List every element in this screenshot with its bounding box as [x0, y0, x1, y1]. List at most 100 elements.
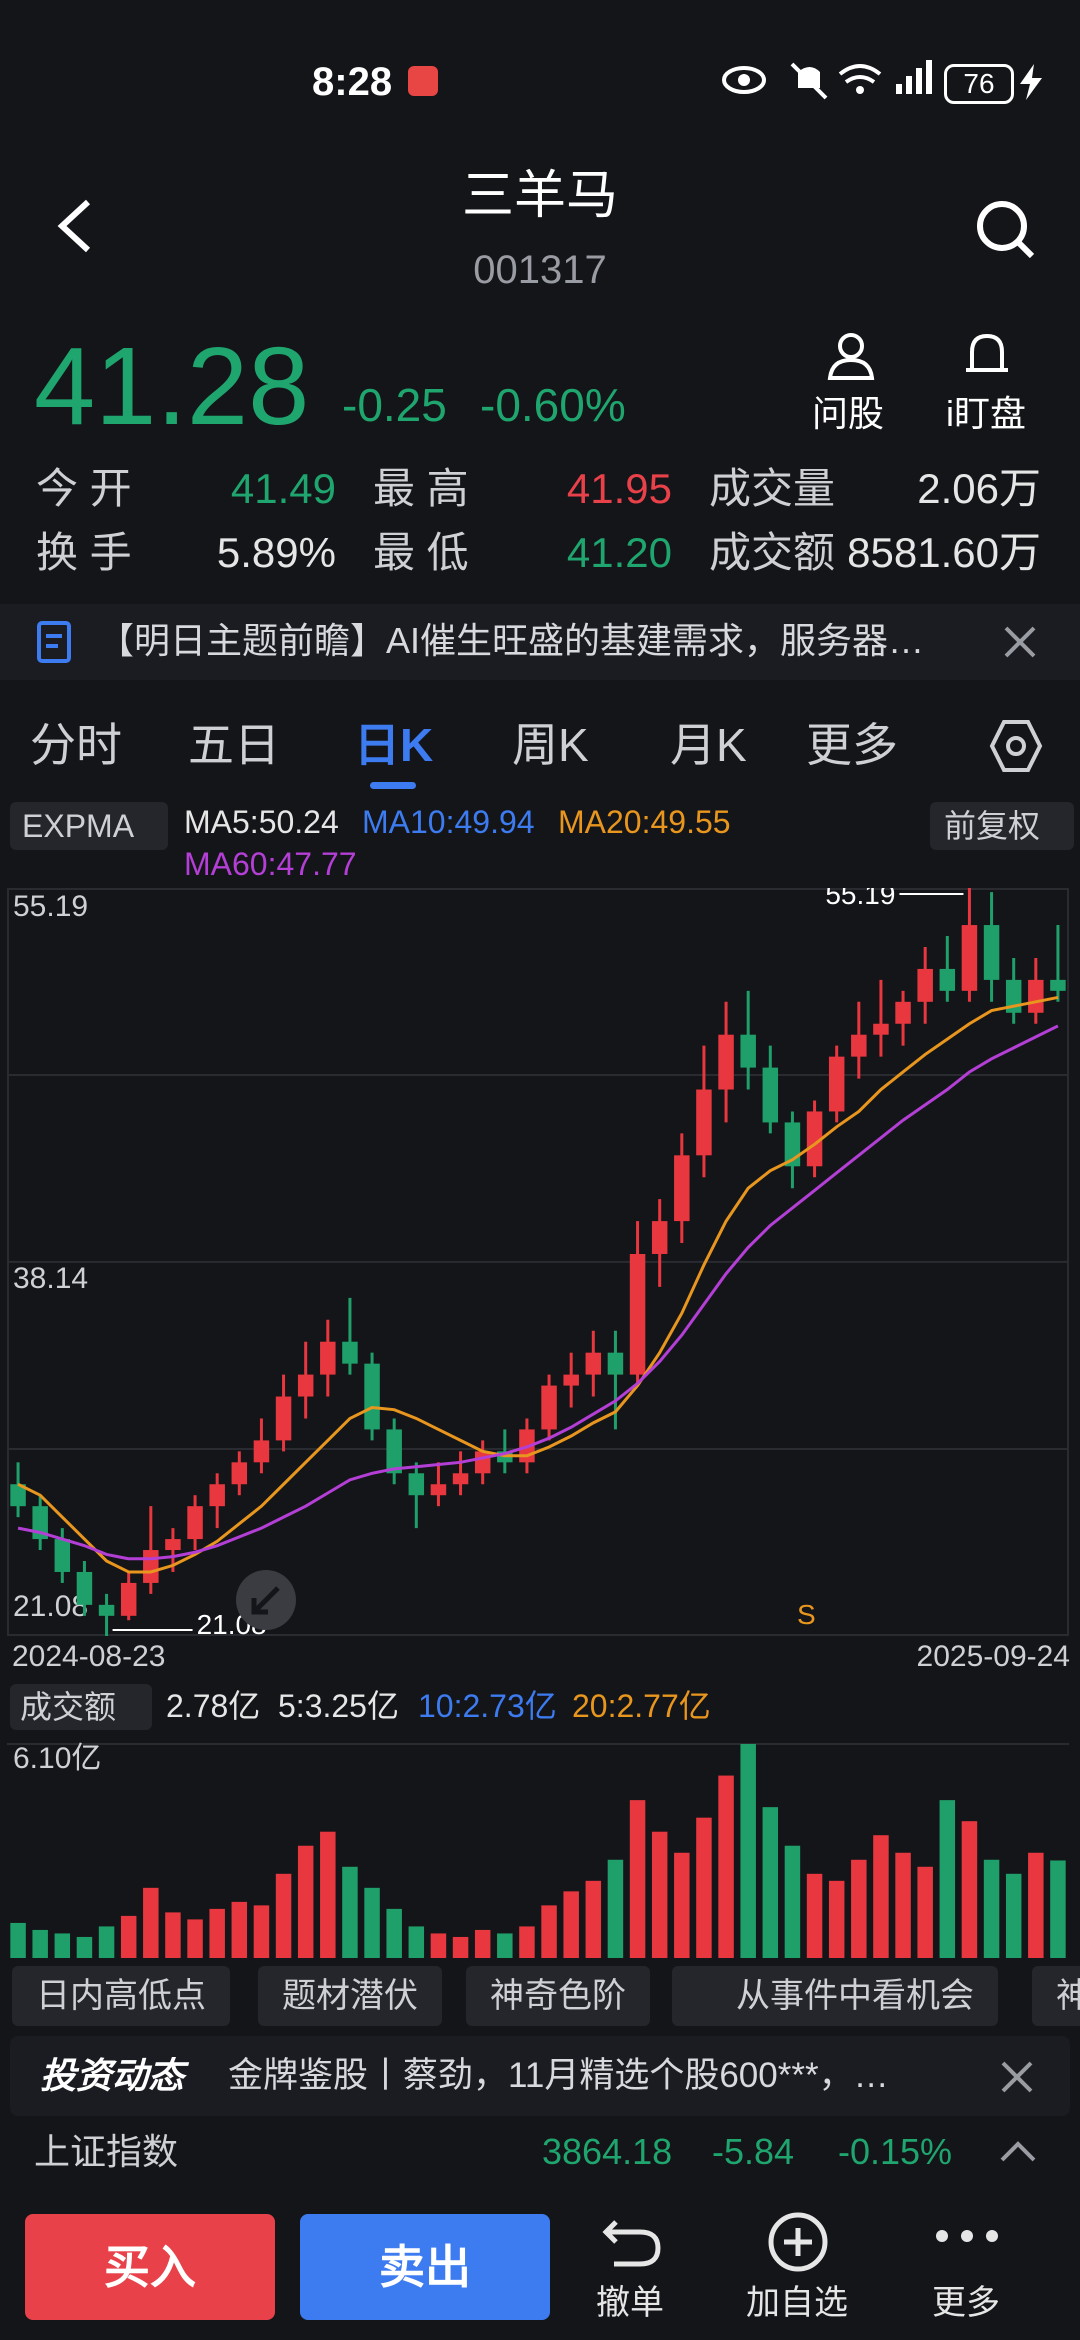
volume-bar — [187, 1919, 203, 1958]
volume-bar — [851, 1859, 867, 1958]
add-icon[interactable] — [766, 2210, 830, 2274]
zoom-button[interactable] — [234, 1568, 298, 1632]
chip[interactable]: 神奇色阶 — [466, 1966, 650, 2026]
candle-body — [651, 1221, 668, 1254]
candle-body — [430, 1484, 447, 1496]
charging-icon — [1020, 64, 1042, 100]
candle-body — [98, 1604, 115, 1616]
candle-body — [762, 1067, 779, 1123]
end-date: 2025-09-24 — [916, 1640, 1070, 1673]
volume-bar — [607, 1859, 624, 1958]
candle-body — [629, 1253, 646, 1375]
volume-latest: 2.78亿 — [166, 1688, 261, 1724]
volume-bar — [762, 1807, 779, 1958]
ask-icon[interactable] — [826, 330, 876, 382]
volume-bar — [231, 1901, 248, 1958]
close-news[interactable] — [1002, 624, 1038, 660]
chip[interactable]: 日内高低点 — [12, 1966, 230, 2026]
invest-bar[interactable] — [10, 2036, 1070, 2116]
volume-chart: 6.10亿 — [7, 1742, 1069, 1958]
volume-bar — [806, 1873, 823, 1958]
expand-index[interactable] — [998, 2138, 1038, 2164]
status-icons — [722, 60, 932, 100]
more-icon[interactable] — [934, 2226, 1000, 2246]
tab[interactable]: 月K — [670, 719, 747, 771]
volume-bar — [165, 1912, 181, 1958]
candle-body — [983, 925, 1000, 980]
sell-button[interactable]: 卖出 — [300, 2214, 550, 2320]
candle-body — [187, 1506, 203, 1540]
candle-body — [209, 1484, 225, 1507]
chip[interactable]: 从事件中看机会 — [672, 1966, 998, 2026]
ma10-label: MA10:49.94 — [362, 804, 535, 840]
news-icon — [37, 621, 71, 663]
volume-bar — [696, 1817, 712, 1958]
volume-bar — [10, 1922, 26, 1958]
adjust-select[interactable]: 前复权 — [930, 802, 1074, 850]
chip[interactable]: 题材潜伏 — [258, 1966, 442, 2026]
stat-label: 今 开 — [36, 465, 132, 512]
stat-value: 41.95 — [566, 465, 672, 512]
ma60-label: MA60:47.77 — [184, 846, 357, 882]
candle-body — [1050, 979, 1066, 991]
stat-value: 2.06万 — [917, 465, 1041, 512]
chip[interactable]: 神 — [1032, 1966, 1080, 2026]
tab[interactable]: 日K — [354, 719, 434, 771]
chart-border — [7, 888, 1069, 1636]
volume-ma20: 20:2.77亿 — [572, 1688, 711, 1724]
tab-indicator — [370, 782, 416, 789]
stat-label: 成交量 — [709, 465, 836, 512]
volume-bar — [629, 1800, 646, 1958]
tab[interactable]: 五日 — [188, 719, 280, 771]
news-text[interactable]: 【明日主题前瞻】AI催生旺盛的基建需求，服务器… — [98, 620, 925, 661]
candle-body — [828, 1056, 845, 1112]
volume-bar — [784, 1845, 801, 1958]
invest-text[interactable]: 金牌鉴股丨蔡劲，11月精选个股600***，… — [228, 2056, 889, 2095]
volume-bar — [320, 1831, 336, 1958]
price-change: -0.25 — [342, 379, 447, 431]
volume-bar — [497, 1933, 513, 1958]
candle-body — [297, 1374, 314, 1397]
y-tick-label: 38.14 — [13, 1262, 88, 1295]
candle-body — [452, 1473, 469, 1485]
invest-logo: 投资动态 — [40, 2055, 185, 2096]
volume-bar — [828, 1880, 845, 1958]
stat-label: 换 手 — [36, 529, 132, 576]
volume-bar — [76, 1936, 93, 1958]
watch-label[interactable]: i盯盘 — [946, 393, 1026, 434]
indicator-select[interactable]: EXPMA — [10, 802, 168, 850]
candle-body — [718, 1034, 734, 1090]
ask-label[interactable]: 问股 — [812, 393, 885, 434]
cancel-label[interactable]: 撤单 — [596, 2284, 664, 2322]
candle-body — [939, 968, 956, 991]
stat-value: 41.20 — [566, 529, 672, 576]
candle-body — [895, 1001, 911, 1024]
candle-body — [408, 1473, 425, 1496]
news-bar[interactable] — [0, 604, 1080, 680]
price-change-pct: -0.60% — [480, 379, 626, 431]
buy-button[interactable]: 买入 — [25, 2214, 275, 2320]
volume-select[interactable]: 成交额 — [10, 1684, 152, 1730]
more-label[interactable]: 更多 — [932, 2284, 1000, 2322]
volume-bar — [430, 1933, 447, 1958]
settings-button[interactable] — [988, 718, 1044, 774]
cancel-icon[interactable] — [600, 2212, 664, 2268]
volume-ma5: 5:3.25亿 — [278, 1688, 399, 1724]
back-button[interactable] — [50, 196, 100, 256]
close-invest[interactable] — [1000, 2060, 1034, 2094]
candle-body — [120, 1582, 137, 1616]
ma5-label: MA5:50.24 — [184, 804, 339, 840]
candle-body — [386, 1429, 402, 1474]
volume-bar — [740, 1744, 756, 1958]
y-tick-label: 55.19 — [13, 890, 88, 923]
add-label[interactable]: 加自选 — [746, 2284, 848, 2322]
tab[interactable]: 分时 — [30, 719, 122, 771]
tab[interactable]: 周K — [512, 719, 589, 771]
index-name: 上证指数 — [34, 2131, 179, 2172]
watch-icon[interactable] — [962, 330, 1012, 382]
volume-bar — [253, 1905, 270, 1958]
volume-bar — [519, 1926, 535, 1958]
search-button[interactable] — [972, 196, 1038, 262]
tab[interactable]: 更多 — [806, 719, 898, 771]
